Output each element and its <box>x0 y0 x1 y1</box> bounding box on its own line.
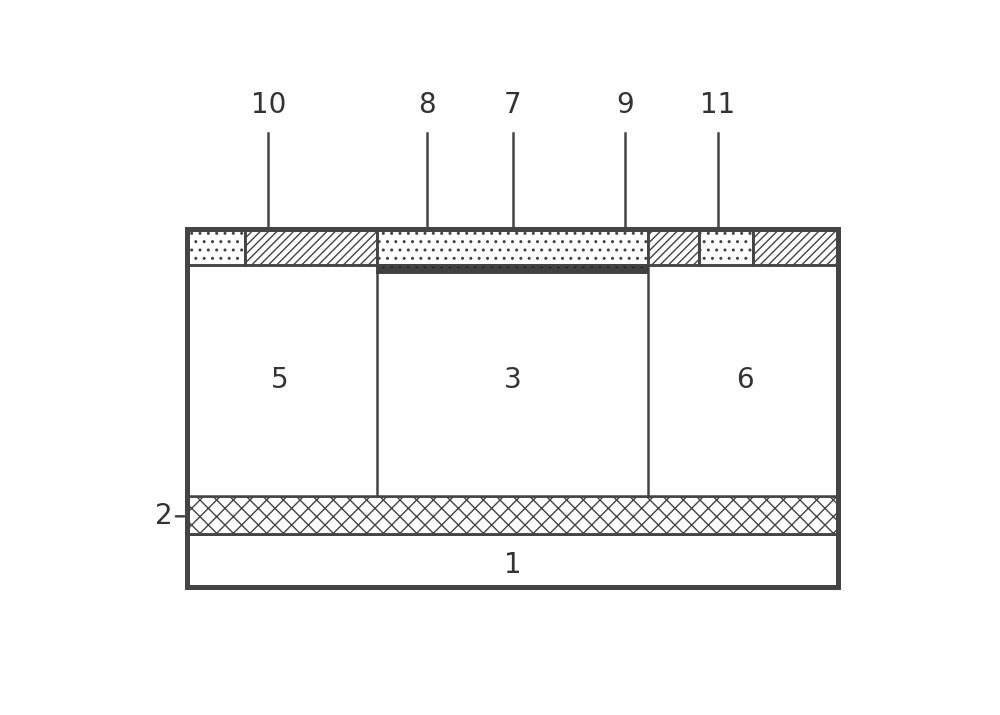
Text: 11: 11 <box>700 91 736 119</box>
Text: 2: 2 <box>155 503 173 531</box>
Text: 1: 1 <box>504 551 521 578</box>
Text: 6: 6 <box>736 366 754 395</box>
Text: 8: 8 <box>418 91 436 119</box>
Bar <box>698 229 753 265</box>
Text: 7: 7 <box>504 91 521 119</box>
Text: 3: 3 <box>504 366 521 395</box>
Text: 10: 10 <box>251 91 286 119</box>
Bar <box>187 496 838 535</box>
Bar <box>648 229 698 265</box>
Text: 9: 9 <box>616 91 634 119</box>
Bar <box>187 229 838 587</box>
Bar <box>753 229 838 265</box>
Bar <box>187 535 838 587</box>
Bar <box>187 229 245 265</box>
Text: 5: 5 <box>271 366 289 395</box>
Bar <box>245 229 377 265</box>
Bar <box>377 229 648 265</box>
Bar <box>187 265 838 496</box>
Bar <box>377 265 648 273</box>
